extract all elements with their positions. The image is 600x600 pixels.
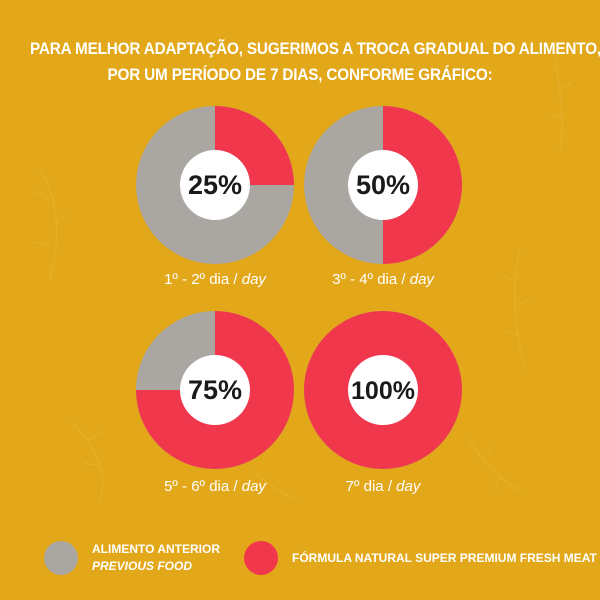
legend-new-food: FÓRMULA NATURAL SUPER PREMIUM FRESH MEAT [244, 535, 597, 581]
chart-2-percent-label: 50% [356, 170, 410, 200]
day-caption-1-pt: 1º - 2º dia / [164, 271, 242, 288]
chart-4-percent-label: 100% [351, 377, 415, 405]
heading-line-2: POR UM PERÍODO DE 7 DIAS, CONFORME GRÁFI… [107, 65, 493, 84]
chart-1-percent-label: 25% [188, 170, 242, 200]
chart-4-center [348, 355, 418, 425]
red-circle-icon [244, 541, 278, 575]
day-caption-3: 5º - 6º dia / day [115, 478, 315, 495]
chart-2-center [348, 150, 418, 220]
day-caption-4-en: day [396, 478, 421, 495]
legend-previous-title: ALIMENTO ANTERIOR [92, 542, 220, 556]
day-caption-1: 1º - 2º dia / day [115, 271, 315, 288]
legend-previous-subtitle: PREVIOUS FOOD [92, 559, 193, 573]
legend-new-title: FÓRMULA NATURAL SUPER PREMIUM FRESH MEAT [292, 550, 597, 565]
chart-3-center [180, 355, 250, 425]
chart-3-percent-label: 75% [188, 375, 242, 405]
day-caption-4: 7º dia / day [283, 478, 483, 495]
day-caption-3-en: day [241, 478, 266, 495]
day-caption-4-pt: 7º dia / [345, 478, 397, 495]
chart-2-new-slice [383, 106, 462, 264]
gray-circle-icon [44, 541, 78, 575]
heading-line-1: PARA MELHOR ADAPTAÇÃO, SUGERIMOS A TROCA… [30, 39, 600, 58]
page-heading: PARA MELHOR ADAPTAÇÃO, SUGERIMOS A TROCA… [30, 36, 600, 88]
day-caption-2-pt: 3º - 4º dia / [332, 271, 410, 288]
day-caption-2: 3º - 4º dia / day [283, 271, 483, 288]
legend-previous-text: ALIMENTO ANTERIOR PREVIOUS FOOD [92, 541, 220, 575]
legend-previous-food: ALIMENTO ANTERIOR PREVIOUS FOOD [44, 535, 220, 581]
day-caption-1-en: day [241, 271, 266, 288]
day-caption-2-en: day [409, 271, 434, 288]
chart-1-center [180, 150, 250, 220]
day-caption-3-pt: 5º - 6º dia / [164, 478, 242, 495]
